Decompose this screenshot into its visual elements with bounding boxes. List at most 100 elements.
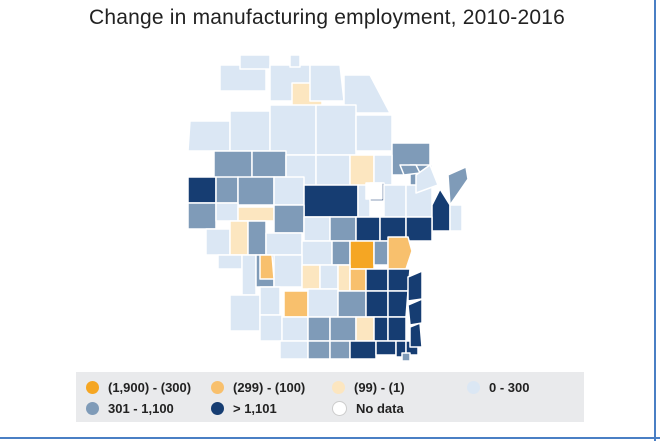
county-region xyxy=(283,290,309,318)
legend-swatch-bin4 xyxy=(467,381,480,394)
county-region xyxy=(309,64,345,102)
legend-label: 0 - 300 xyxy=(489,380,530,395)
legend-label: > 1,101 xyxy=(233,401,277,416)
legend-item-bin5: 301 - 1,100 xyxy=(86,401,174,416)
county-region xyxy=(449,204,463,232)
county-region xyxy=(215,202,239,222)
county-region xyxy=(337,264,351,292)
county-region xyxy=(187,202,217,230)
legend-item-bin2: (299) - (100) xyxy=(211,380,305,395)
frame-border-right xyxy=(654,0,656,441)
county-region xyxy=(401,352,411,362)
county-region xyxy=(229,220,249,256)
county-region xyxy=(365,182,383,200)
county-region xyxy=(387,290,409,318)
county-region xyxy=(237,176,275,206)
county-region xyxy=(315,154,351,188)
legend-swatch-bin6 xyxy=(211,402,224,415)
legend-label: 301 - 1,100 xyxy=(108,401,174,416)
county-region xyxy=(315,104,357,156)
county-region xyxy=(355,316,375,342)
county-region xyxy=(329,216,357,242)
county-region xyxy=(187,176,217,204)
legend-swatch-bin3 xyxy=(332,381,345,394)
county-region xyxy=(237,206,275,222)
county-region xyxy=(281,316,309,342)
county-region xyxy=(259,314,283,342)
county-region xyxy=(265,232,303,256)
county-region xyxy=(387,268,411,292)
county-region xyxy=(247,220,267,256)
county-region xyxy=(373,154,393,186)
county-region xyxy=(241,254,257,296)
county-region xyxy=(415,164,439,194)
county-region xyxy=(365,290,389,318)
county-region xyxy=(187,120,231,152)
county-region xyxy=(273,176,305,206)
legend-label: (99) - (1) xyxy=(354,380,405,395)
county-region xyxy=(447,166,469,206)
county-region xyxy=(215,176,239,204)
legend-label: No data xyxy=(356,401,404,416)
county-region xyxy=(407,298,423,326)
county-region xyxy=(373,240,389,266)
legend-item-bin3: (99) - (1) xyxy=(332,380,405,395)
county-region xyxy=(387,316,407,342)
county-region xyxy=(349,340,377,360)
county-region xyxy=(217,254,243,270)
legend-label: (299) - (100) xyxy=(233,380,306,395)
county-region xyxy=(329,340,351,360)
legend-label: (1,900) - (300) xyxy=(108,380,192,395)
county-region xyxy=(349,240,375,270)
county-region xyxy=(355,114,393,152)
county-region xyxy=(251,150,287,178)
county-region xyxy=(307,340,331,360)
legend-item-nodata: No data xyxy=(332,401,404,416)
county-region xyxy=(259,286,281,316)
county-region xyxy=(273,254,303,288)
county-region xyxy=(301,240,333,266)
choropleth-map xyxy=(170,54,480,365)
county-region xyxy=(307,288,339,318)
county-region xyxy=(307,316,331,342)
county-region xyxy=(407,270,423,302)
county-region xyxy=(229,294,261,332)
county-region xyxy=(303,216,331,242)
county-region xyxy=(343,74,391,114)
county-region xyxy=(375,340,397,356)
legend-item-bin6: > 1,101 xyxy=(211,401,277,416)
county-region xyxy=(279,340,309,360)
county-region xyxy=(329,316,357,342)
county-region xyxy=(409,322,423,348)
legend-swatch-bin1 xyxy=(86,381,99,394)
county-region xyxy=(239,54,271,70)
legend-item-bin1: (1,900) - (300) xyxy=(86,380,191,395)
legend-swatch-bin2 xyxy=(211,381,224,394)
legend-swatch-bin5 xyxy=(86,402,99,415)
county-region xyxy=(373,316,389,342)
county-region xyxy=(303,184,359,218)
county-region xyxy=(301,264,321,290)
county-region xyxy=(349,154,375,188)
county-region xyxy=(337,290,367,318)
county-region xyxy=(405,216,433,242)
county-region xyxy=(431,188,451,232)
county-region xyxy=(387,236,413,270)
county-region xyxy=(331,240,351,266)
map-legend: (1,900) - (300) (299) - (100) (99) - (1)… xyxy=(76,372,584,422)
county-region xyxy=(259,254,275,280)
legend-swatch-nodata xyxy=(332,401,347,416)
frame-border-bottom xyxy=(0,437,660,439)
county-region xyxy=(365,268,389,292)
county-region xyxy=(349,268,367,292)
county-layer xyxy=(187,54,469,362)
county-region xyxy=(205,228,231,256)
county-region xyxy=(319,264,339,290)
county-region xyxy=(273,204,305,234)
county-region xyxy=(229,110,271,152)
county-region xyxy=(383,184,407,218)
legend-item-bin4: 0 - 300 xyxy=(467,380,529,395)
county-region xyxy=(355,216,381,242)
county-region xyxy=(269,104,317,156)
wisconsin-map-svg xyxy=(187,54,469,362)
